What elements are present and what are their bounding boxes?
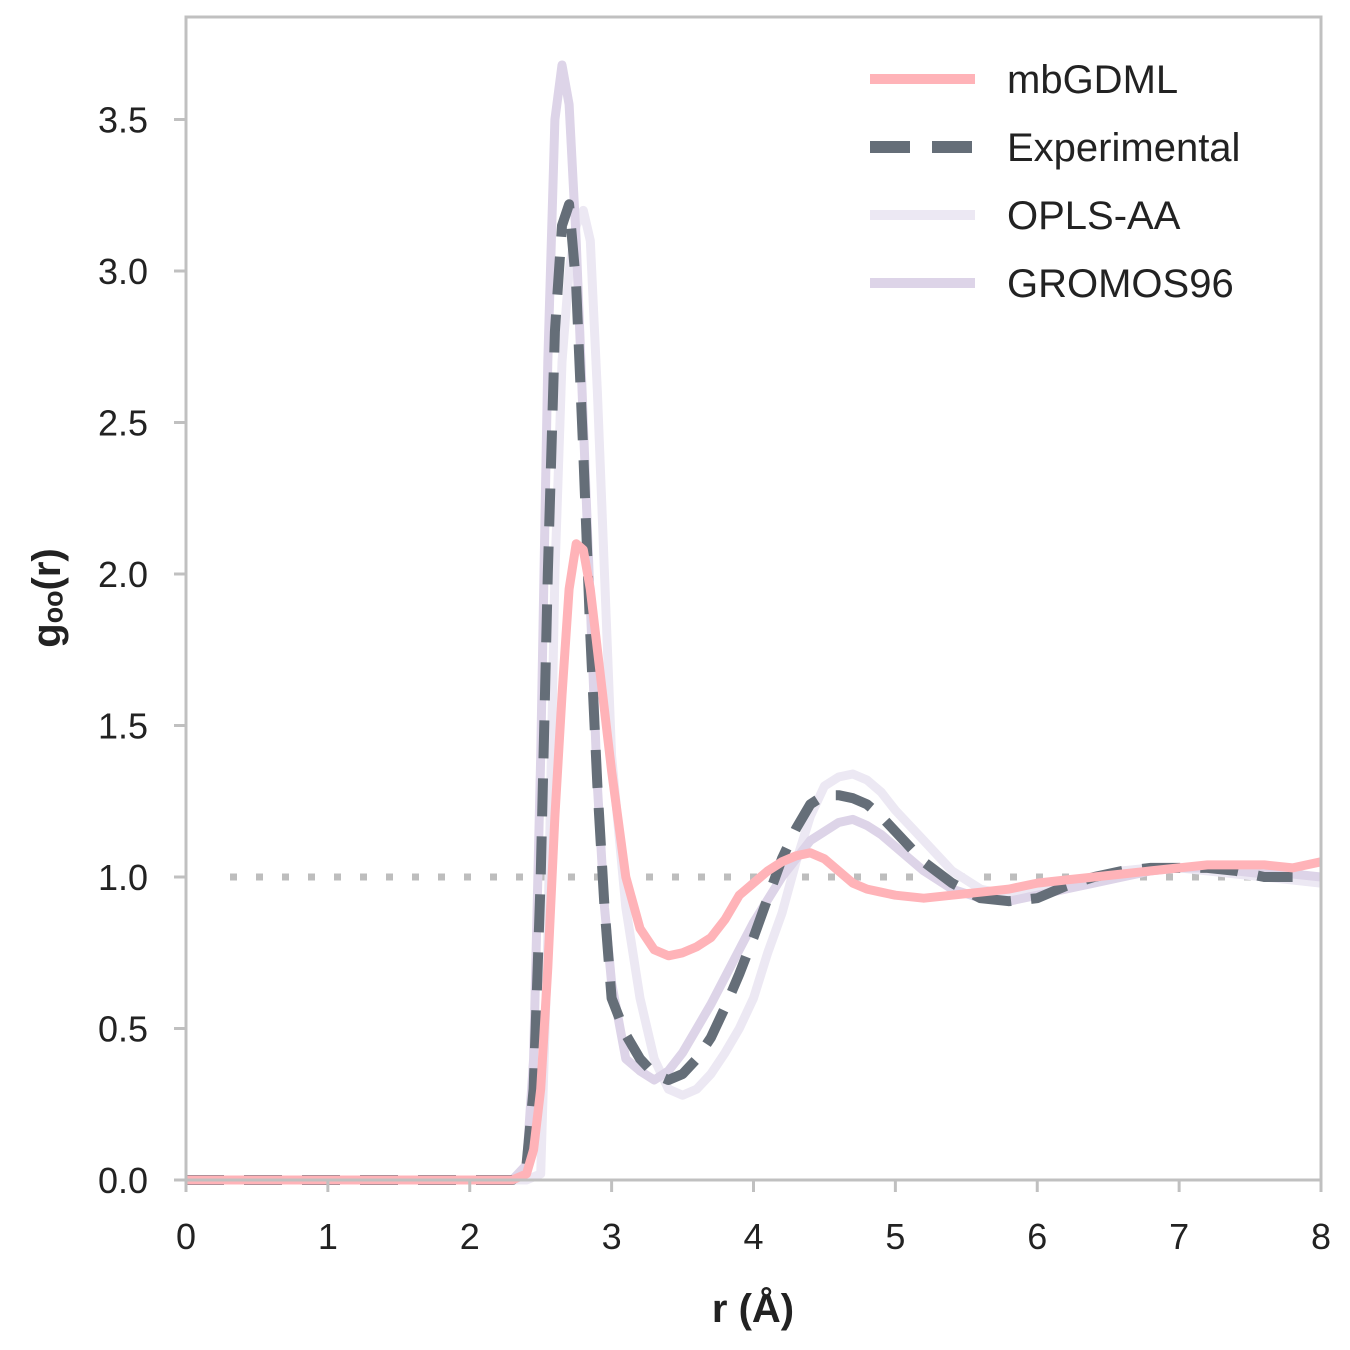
x-tick-label: 5: [885, 1216, 905, 1257]
x-tick-label: 6: [1027, 1216, 1047, 1257]
legend: mbGDML Experimental OPLS-AA GROMOS96: [870, 58, 1240, 306]
x-tick-label: 0: [176, 1216, 196, 1257]
x-tick-label: 8: [1311, 1216, 1331, 1257]
x-axis-label: r (Å): [712, 1286, 794, 1331]
x-tick-label: 4: [743, 1216, 763, 1257]
y-tick-label: 2.0: [98, 554, 148, 595]
x-tick-label: 7: [1169, 1216, 1189, 1257]
y-axis-label: gₒₒ(r): [25, 548, 69, 647]
x-tick-label: 1: [318, 1216, 338, 1257]
y-ticks: 0.0 0.5 1.0 1.5 2.0 2.5 3.0 3.5: [98, 100, 186, 1201]
series-line-gromos96: [186, 60, 1322, 1185]
y-tick-label: 0.5: [98, 1009, 148, 1050]
x-ticks: 0 1 2 3 4 5 6 7 8: [176, 1180, 1331, 1257]
y-tick-label: 2.5: [98, 403, 148, 444]
legend-label: mbGDML: [1007, 58, 1178, 102]
legend-label: OPLS-AA: [1007, 194, 1181, 238]
legend-label: Experimental: [1007, 126, 1240, 170]
y-tick-label: 1.5: [98, 706, 148, 747]
x-tick-label: 3: [602, 1216, 622, 1257]
y-tick-label: 0.0: [98, 1160, 148, 1201]
y-tick-label: 3.0: [98, 251, 148, 292]
series-line-experimental: [186, 199, 1293, 1185]
y-tick-label: 3.5: [98, 100, 148, 141]
y-tick-label: 1.0: [98, 857, 148, 898]
x-tick-label: 2: [460, 1216, 480, 1257]
series-layer: [186, 60, 1322, 1185]
legend-label: GROMOS96: [1007, 262, 1234, 306]
series-line-mbgdml: [186, 539, 1322, 1185]
series-line-opls-aa: [186, 205, 1322, 1185]
